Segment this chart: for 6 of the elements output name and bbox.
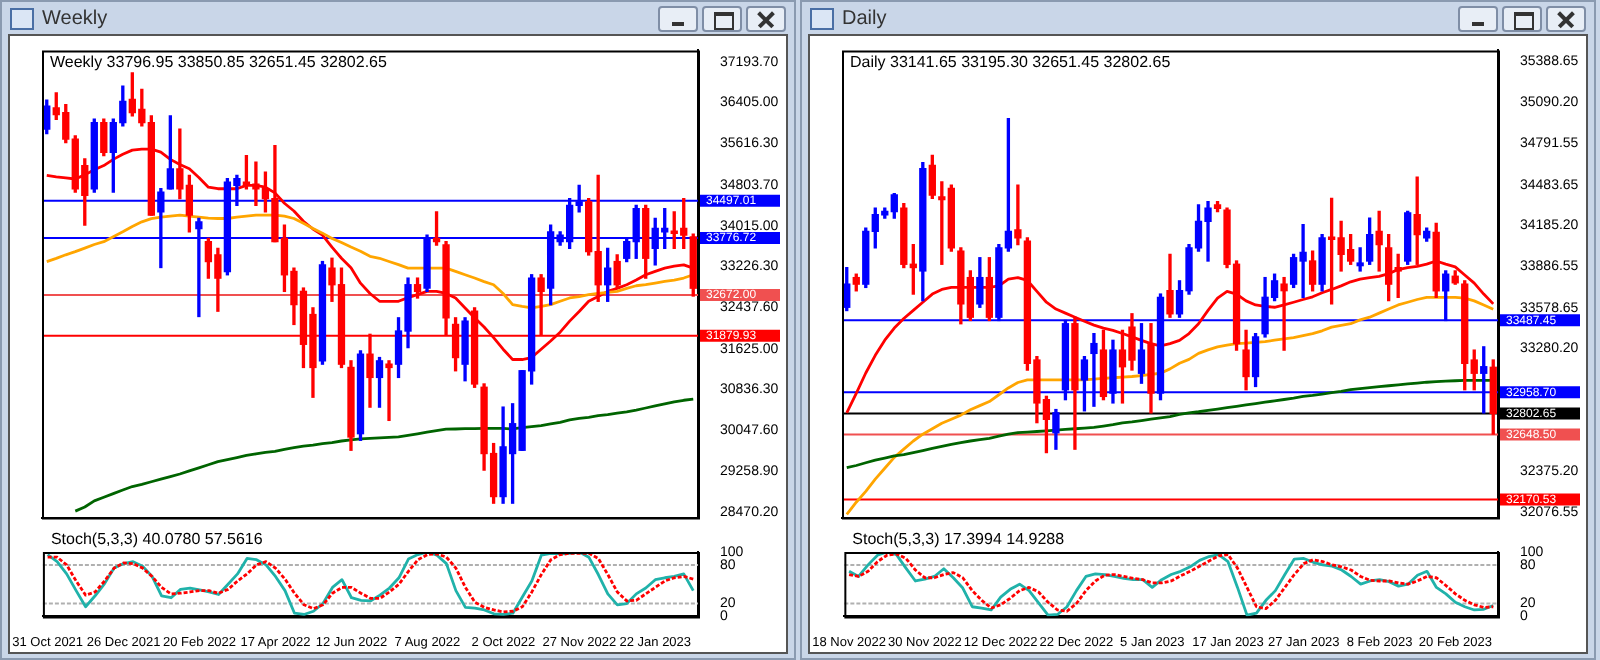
chart-subtitle: Weekly 33796.95 33850.85 32651.45 32802.65 <box>50 52 388 71</box>
chart-subtitle: Daily 33141.65 33195.30 32651.45 32802.65 <box>850 52 1172 71</box>
chart-title: Stoch(5,3,3) 17.3994 14.9288 <box>852 530 1066 549</box>
chart-title: Stoch(5,3,3) 40.0780 57.5616 <box>50 530 264 549</box>
chart-title: Weekly <box>42 7 108 29</box>
chart-title: Daily <box>842 7 887 29</box>
